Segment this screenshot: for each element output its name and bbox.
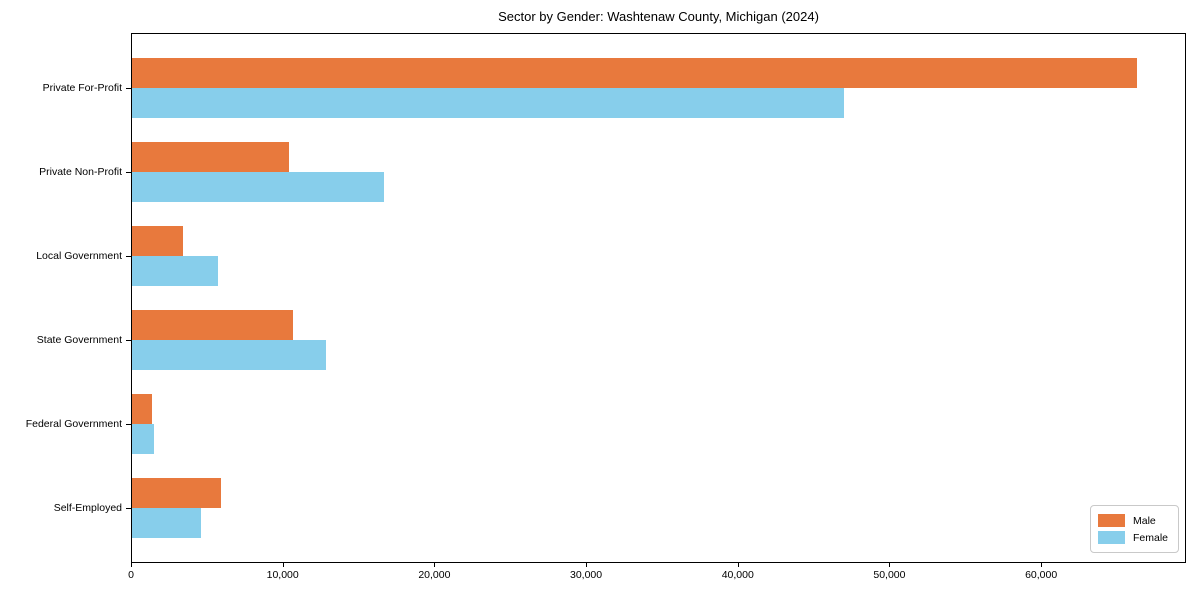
x-tick-label: 60,000 [1025, 569, 1058, 581]
y-tick-mark [126, 256, 131, 257]
bar-male-1 [132, 226, 183, 257]
legend: Male Female [1090, 505, 1179, 553]
x-tick-mark [434, 563, 435, 567]
legend-item-female: Female [1098, 531, 1178, 544]
x-tick-label: 30,000 [570, 569, 603, 581]
bar-male-1 [132, 310, 293, 341]
y-axis-label: Federal Government [25, 418, 122, 431]
x-tick-mark [1041, 563, 1042, 567]
x-tick-label: 10,000 [266, 569, 299, 581]
x-tick-mark [283, 563, 284, 567]
x-tick-mark [131, 563, 132, 567]
legend-swatch-female [1098, 531, 1125, 544]
y-axis-label: Local Government [36, 250, 122, 263]
y-axis-label: Private Non-Profit [39, 166, 122, 179]
x-tick-mark [889, 563, 890, 567]
x-tick-mark [586, 563, 587, 567]
x-tick-mark [738, 563, 739, 567]
y-tick-mark [126, 424, 131, 425]
legend-swatch-male [1098, 514, 1125, 527]
bar-female-2 [132, 508, 201, 539]
y-tick-mark [126, 172, 131, 173]
chart-title: Sector by Gender: Washtenaw County, Mich… [498, 9, 819, 24]
bar-male-1 [132, 478, 221, 509]
x-tick-label: 50,000 [873, 569, 906, 581]
y-tick-mark [126, 88, 131, 89]
legend-item-male: Male [1098, 514, 1178, 527]
y-tick-mark [126, 340, 131, 341]
bar-male-1 [132, 142, 289, 173]
x-tick-label: 40,000 [721, 569, 754, 581]
y-tick-mark [126, 508, 131, 509]
legend-label: Male [1133, 514, 1156, 527]
bar-female-2 [132, 172, 384, 203]
bar-female-2 [132, 88, 844, 118]
y-axis-label: State Government [36, 334, 122, 347]
x-tick-label: 20,000 [418, 569, 451, 581]
y-axis-label: Self-Employed [53, 502, 122, 515]
x-tick-label: 0 [128, 569, 134, 581]
bar-female-2 [132, 256, 218, 287]
bar-male-1 [132, 58, 1137, 88]
bar-female-2 [132, 424, 154, 455]
legend-label: Female [1133, 531, 1169, 544]
plot-area [131, 33, 1186, 563]
y-axis-label: Private For-Profit [42, 82, 122, 94]
bar-female-2 [132, 340, 326, 371]
bar-male-1 [132, 394, 152, 425]
